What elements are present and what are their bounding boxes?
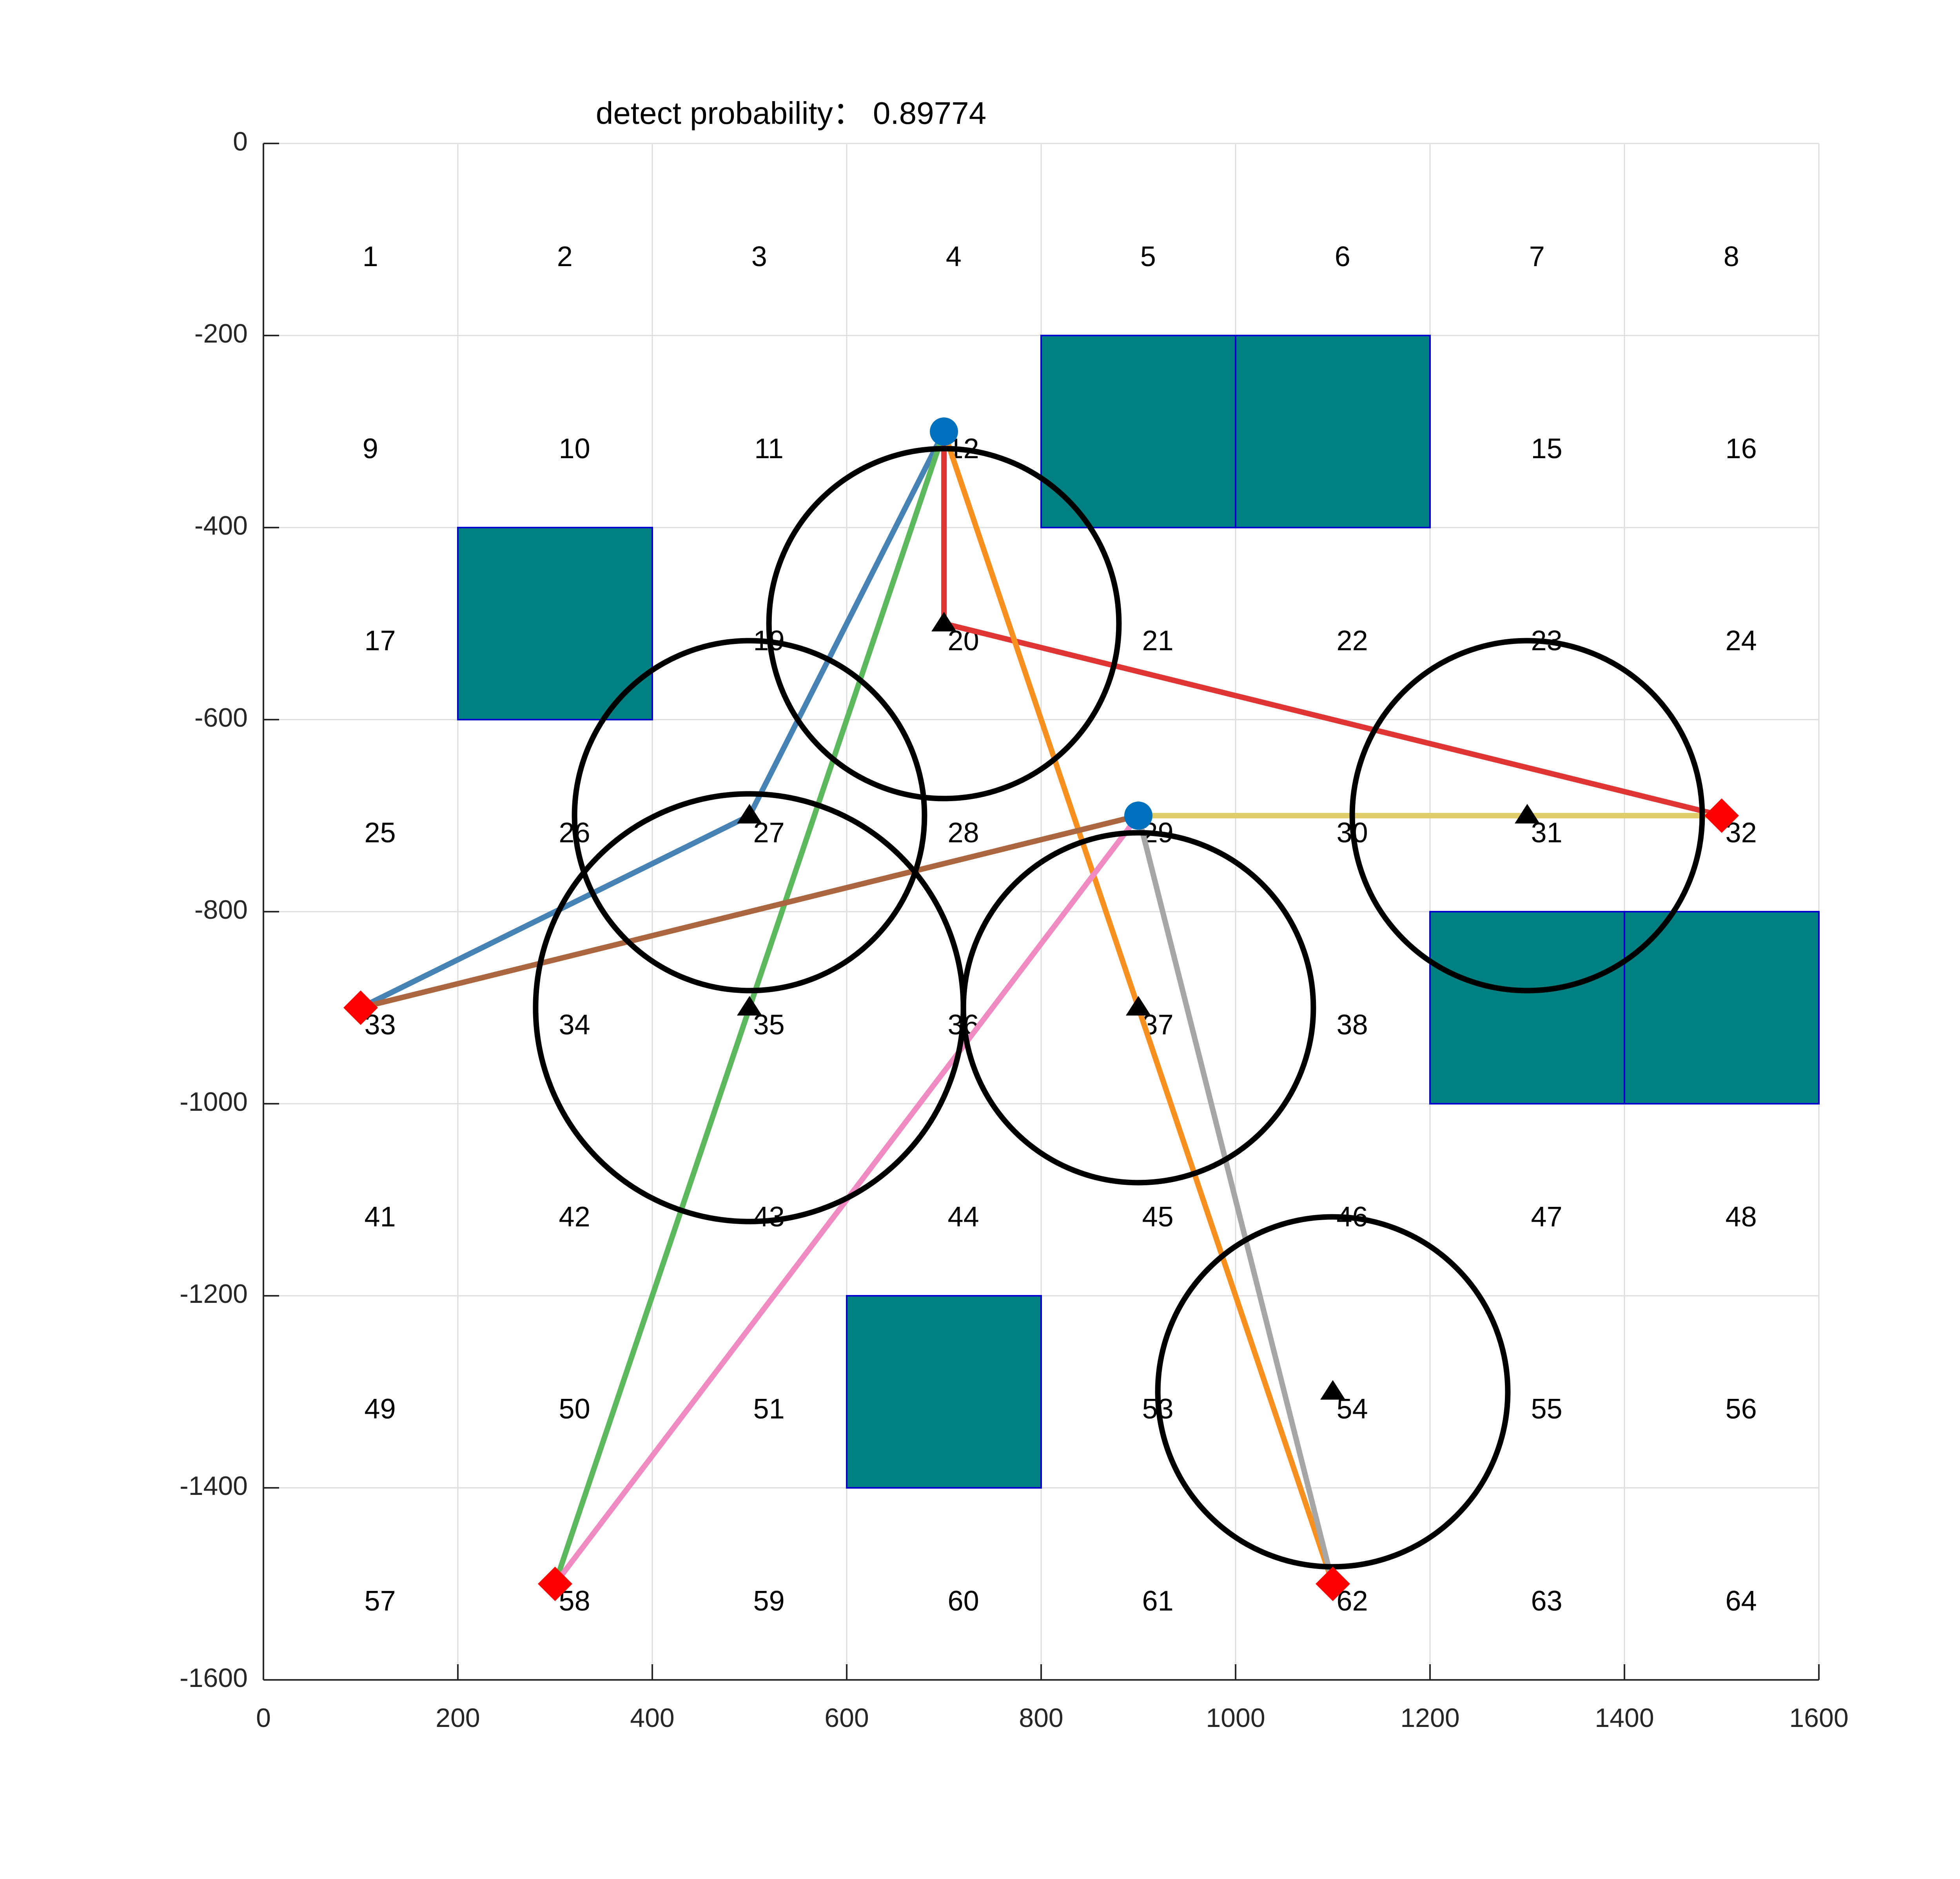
x-tick-label: 800 xyxy=(1019,1703,1063,1733)
obstacle-block xyxy=(1235,335,1431,528)
cell-label: 47 xyxy=(1531,1201,1563,1233)
axes: 0 200 400 600 800 1000 1200 1400 1600 0 -200 -400 -6… xyxy=(180,127,1849,1733)
cell-label: 60 xyxy=(948,1585,979,1617)
obstacles xyxy=(457,335,1820,1489)
cell-label: 24 xyxy=(1726,625,1757,657)
cell-label: 11 xyxy=(754,433,784,464)
start-point-marker xyxy=(1124,802,1152,830)
y-tick-label: -800 xyxy=(194,895,248,925)
y-tick-label: -1400 xyxy=(180,1471,248,1501)
x-tick-label: 1000 xyxy=(1206,1703,1265,1733)
sensor-circle xyxy=(960,830,1316,1186)
x-tick-label: 1400 xyxy=(1595,1703,1654,1733)
sensor-triangle-marker xyxy=(737,804,762,823)
markers xyxy=(343,417,1739,1601)
cell-label: 45 xyxy=(1142,1201,1174,1233)
y-tick-label: -200 xyxy=(194,319,248,348)
sensor-triangle-marker xyxy=(1320,1380,1345,1400)
cell-label: 16 xyxy=(1726,433,1757,464)
target-diamond-marker xyxy=(1704,798,1739,833)
cell-label: 38 xyxy=(1337,1009,1368,1041)
cell-label: 22 xyxy=(1337,625,1368,657)
cell-label: 34 xyxy=(559,1009,590,1041)
obstacle-block xyxy=(1624,911,1820,1105)
path-line xyxy=(358,813,1141,1010)
cell-label: 51 xyxy=(753,1393,785,1425)
path-line xyxy=(1136,813,1336,1587)
cell-label: 49 xyxy=(365,1393,396,1425)
x-tick-label: 200 xyxy=(436,1703,480,1733)
x-tick-label: 0 xyxy=(256,1703,271,1733)
sensor-triangle-marker xyxy=(1515,804,1540,823)
cell-label: 5 xyxy=(1140,241,1156,272)
cell-label: 57 xyxy=(365,1585,396,1617)
obstacle-block xyxy=(1429,911,1625,1105)
start-point-marker xyxy=(930,417,958,446)
cell-label: 17 xyxy=(365,625,396,657)
cell-label: 21 xyxy=(1142,625,1174,657)
cell-label: 25 xyxy=(365,817,396,849)
obstacle-block xyxy=(457,527,653,720)
cell-label: 42 xyxy=(559,1201,590,1233)
x-tick-label: 600 xyxy=(824,1703,869,1733)
cell-label: 28 xyxy=(948,817,979,849)
y-tick-label: -1600 xyxy=(180,1663,248,1693)
cell-label: 48 xyxy=(1726,1201,1757,1233)
obstacle-block xyxy=(846,1295,1042,1489)
cell-label: 64 xyxy=(1726,1585,1757,1617)
cell-label: 50 xyxy=(559,1393,590,1425)
x-tick-label: 400 xyxy=(630,1703,674,1733)
target-diamond-marker xyxy=(343,990,378,1025)
sensor-triangle-marker xyxy=(1126,996,1151,1016)
chart-title: detect probability： 0.89774 xyxy=(596,96,986,131)
cell-label: 10 xyxy=(559,433,590,464)
obstacle-block xyxy=(1040,335,1236,528)
sensor-circle xyxy=(1349,638,1705,994)
cell-label: 8 xyxy=(1724,241,1739,272)
cell-label: 41 xyxy=(365,1201,396,1233)
cell-label: 9 xyxy=(363,433,378,464)
cell-label: 56 xyxy=(1726,1393,1757,1425)
cell-label: 15 xyxy=(1531,433,1563,464)
sensor-triangle-marker xyxy=(737,996,762,1016)
cell-label: 55 xyxy=(1531,1393,1563,1425)
y-tick-label: -600 xyxy=(194,703,248,733)
cell-label: 44 xyxy=(948,1201,979,1233)
y-tick-label: -1200 xyxy=(180,1279,248,1309)
sensor-triangle-marker xyxy=(931,612,956,631)
cell-label: 2 xyxy=(557,241,573,272)
x-tick-label: 1600 xyxy=(1789,1703,1848,1733)
y-tick-label: -1000 xyxy=(180,1087,248,1117)
sensor-circle xyxy=(766,446,1122,802)
cell-label: 7 xyxy=(1529,241,1545,272)
cell-label: 63 xyxy=(1531,1585,1563,1617)
x-tick-label: 1200 xyxy=(1400,1703,1459,1733)
cell-label: 61 xyxy=(1142,1585,1174,1617)
target-diamond-marker xyxy=(538,1567,572,1601)
sensor-circle xyxy=(572,638,927,994)
cell-label: 4 xyxy=(946,241,962,272)
cell-label: 59 xyxy=(753,1585,785,1617)
cell-label: 1 xyxy=(363,241,378,272)
cell-label: 3 xyxy=(751,241,767,272)
y-tick-label: -400 xyxy=(194,511,248,540)
sensor-circles xyxy=(533,446,1705,1570)
target-diamond-marker xyxy=(1316,1567,1350,1601)
cell-label: 6 xyxy=(1335,241,1350,272)
y-tick-label: 0 xyxy=(233,127,248,156)
